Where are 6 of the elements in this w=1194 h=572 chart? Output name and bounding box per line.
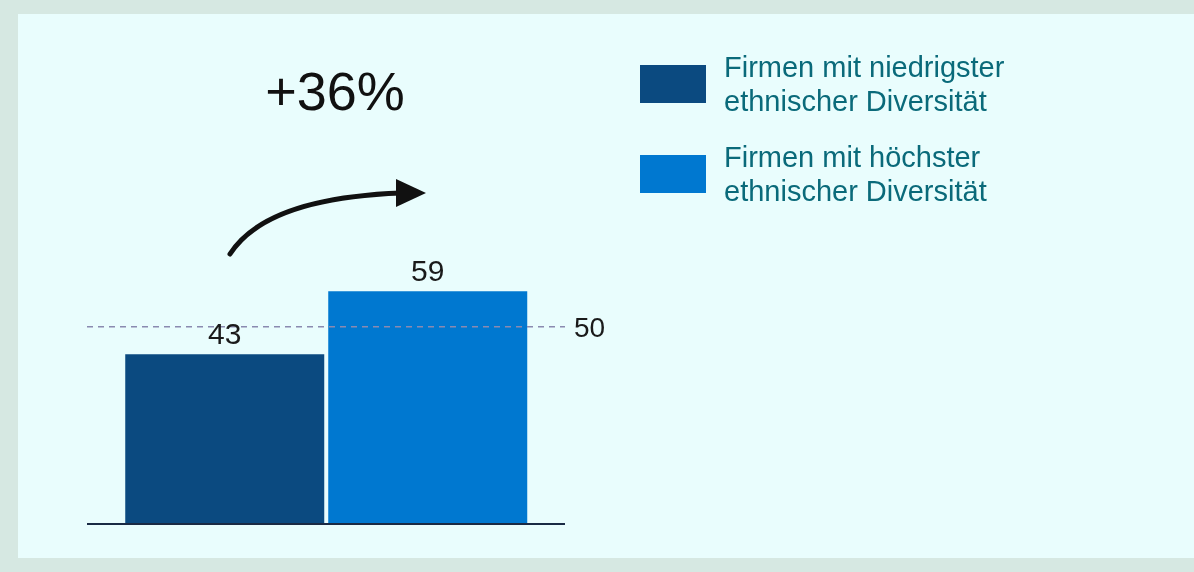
data-label: 59 xyxy=(411,254,445,288)
text: +36% xyxy=(264,60,406,122)
legend-label: Firmen mit niedrigster ethnischer Diversität xyxy=(724,50,1006,118)
ref-line-label: 50 xyxy=(574,311,606,343)
legend-label: Firmen mit höchster ethnischer Diversität xyxy=(724,140,988,208)
data-label: 43 xyxy=(208,317,242,351)
